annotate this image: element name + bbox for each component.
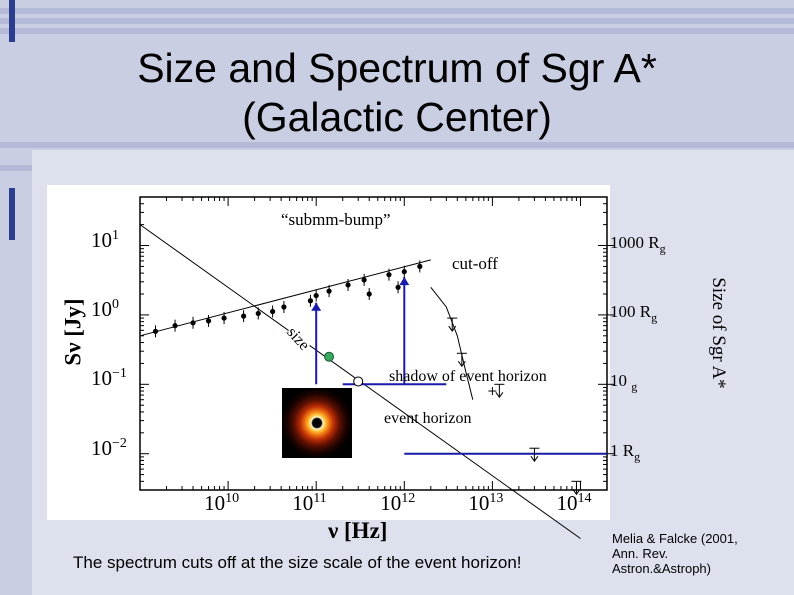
y-tick-label-mantissa: 10	[91, 296, 112, 321]
slide-caption: The spectrum cuts off at the size scale …	[73, 553, 522, 572]
data-point	[307, 298, 314, 304]
x-tick-label-mantissa: 10	[380, 491, 402, 515]
data-point	[313, 292, 319, 299]
size-arrow-head	[399, 277, 410, 286]
upper-limit-arrow	[572, 489, 581, 496]
x-tick-label: 1010	[204, 491, 239, 516]
plot-frame	[139, 196, 608, 491]
y-tick-label-exponent: −2	[112, 435, 127, 451]
right-axis-tick-label: 1 Rg	[610, 441, 640, 464]
data-point	[361, 277, 367, 283]
right-axis-tick-text: 10	[610, 371, 632, 391]
data-point	[152, 328, 159, 334]
open-point	[353, 376, 364, 387]
data-point	[190, 320, 196, 326]
x-tick-label-exponent: 10	[225, 491, 240, 506]
data-point	[417, 263, 423, 270]
x-tick-label-exponent: 14	[577, 491, 592, 506]
data-point	[401, 269, 407, 275]
upper-limit-arrow	[448, 325, 457, 332]
y-tick-label-mantissa: 10	[91, 227, 112, 252]
data-point	[205, 318, 212, 324]
right-axis-tick-label: 10 g	[610, 371, 637, 394]
annotation-shadow-of-event-horizon: shadow of event horizon	[389, 368, 547, 385]
right-axis-tick-subscript: g	[634, 449, 641, 464]
x-tick-label-exponent: 11	[313, 491, 327, 506]
right-axis-tick-subscript: g	[631, 379, 638, 394]
x-tick-label-mantissa: 10	[468, 491, 490, 515]
right-axis-tick-text: 1000 R	[610, 232, 660, 252]
y-tick-label-mantissa: 10	[91, 366, 112, 391]
y-tick-label: 10−2	[91, 436, 127, 461]
data-point	[366, 291, 372, 297]
x-tick-label-mantissa: 10	[204, 491, 226, 515]
right-axis-label: Size of Sgr A*	[708, 277, 729, 389]
y-tick-label-exponent: −1	[112, 366, 127, 382]
annotation-submm-bump: “submm-bump”	[281, 210, 391, 229]
data-point	[172, 323, 178, 329]
x-tick-label: 1011	[292, 491, 326, 516]
data-point	[326, 288, 332, 294]
upper-limit-arrow	[457, 360, 466, 368]
x-tick-label: 1013	[468, 491, 503, 516]
slide-title: Size and Spectrum of Sgr A* (Galactic Ce…	[137, 45, 657, 140]
annotation-cut-off: cut-off	[452, 254, 498, 273]
y-tick-label-mantissa: 10	[91, 435, 112, 460]
x-tick-label-mantissa: 10	[556, 491, 578, 515]
x-tick-label-mantissa: 10	[292, 491, 314, 515]
data-point	[395, 284, 401, 290]
data-point	[241, 313, 247, 319]
x-axis-label: ν [Hz]	[328, 518, 388, 543]
x-tick-label-exponent: 12	[401, 491, 416, 506]
green-point	[324, 351, 335, 362]
y-axis-label: Sν [Jy]	[60, 298, 86, 366]
y-tick-label-exponent: 1	[112, 227, 119, 243]
upper-limit-arrow	[495, 392, 504, 399]
y-tick-label: 10−1	[91, 366, 127, 391]
data-point	[386, 272, 392, 278]
reference-citation: Melia & Falcke (2001, Ann. Rev. Astron.&…	[612, 531, 738, 576]
right-axis-tick-subscript: g	[651, 310, 658, 325]
y-tick-label: 100	[91, 297, 119, 322]
right-axis-tick-label: 1000 Rg	[610, 233, 666, 256]
black-hole-shadow-image	[282, 388, 352, 458]
upper-limit-arrow	[530, 455, 539, 463]
right-axis-tick-text: 100 R	[610, 301, 652, 321]
right-axis-tick-text: 1 R	[610, 440, 635, 460]
data-point	[269, 308, 276, 315]
data-point	[255, 310, 261, 317]
y-tick-label-exponent: 0	[112, 296, 119, 312]
x-tick-label-exponent: 13	[489, 491, 504, 506]
accent-bar-top	[9, 0, 15, 42]
power-law-fit	[139, 259, 431, 337]
x-tick-label: 1014	[556, 491, 591, 516]
right-axis-tick-subscript: g	[659, 240, 666, 255]
data-point	[221, 315, 227, 321]
x-tick-label: 1012	[380, 491, 415, 516]
accent-bar-bottom	[9, 188, 15, 240]
y-tick-label: 101	[91, 228, 119, 253]
right-axis-tick-label: 100 Rg	[610, 302, 657, 325]
data-point	[345, 282, 351, 288]
data-point	[281, 304, 287, 310]
size-arrow-head	[311, 302, 322, 311]
cutoff-curve	[430, 286, 474, 400]
annotation-event-horizon: event horizon	[384, 410, 472, 427]
